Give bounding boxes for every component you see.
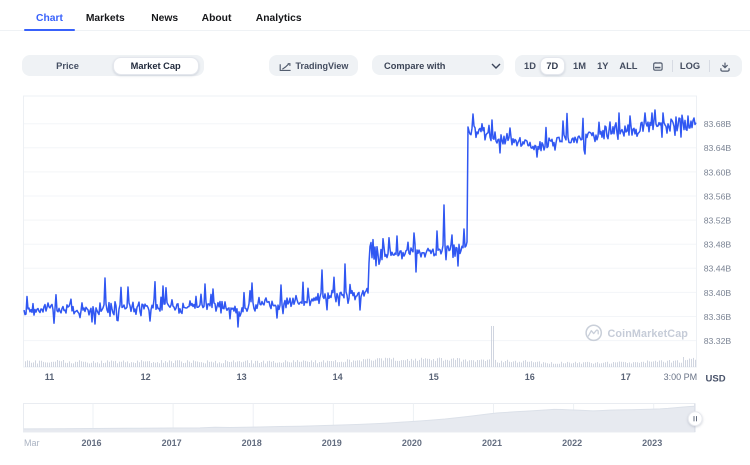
svg-text:Mar: Mar — [24, 438, 40, 448]
svg-text:2017: 2017 — [162, 438, 182, 448]
svg-text:3:00 PM: 3:00 PM — [664, 372, 698, 382]
svg-text:83.60B: 83.60B — [704, 167, 732, 177]
svg-text:12: 12 — [141, 372, 151, 382]
svg-text:11: 11 — [45, 372, 55, 382]
svg-text:13: 13 — [237, 372, 247, 382]
svg-text:83.56B: 83.56B — [704, 191, 732, 201]
svg-text:2019: 2019 — [322, 438, 342, 448]
svg-text:USD: USD — [706, 374, 726, 385]
svg-text:2022: 2022 — [562, 438, 582, 448]
svg-text:CoinMarketCap: CoinMarketCap — [608, 328, 689, 340]
svg-text:83.32B: 83.32B — [704, 336, 732, 346]
svg-text:2016: 2016 — [81, 438, 101, 448]
svg-text:2021: 2021 — [482, 438, 502, 448]
svg-text:2020: 2020 — [402, 438, 422, 448]
svg-text:83.44B: 83.44B — [704, 264, 732, 274]
svg-text:83.64B: 83.64B — [704, 143, 732, 153]
svg-text:83.68B: 83.68B — [704, 119, 732, 129]
svg-text:15: 15 — [429, 372, 439, 382]
svg-text:16: 16 — [525, 372, 535, 382]
svg-text:83.48B: 83.48B — [704, 240, 732, 250]
svg-text:14: 14 — [333, 372, 343, 382]
svg-text:2018: 2018 — [242, 438, 262, 448]
svg-text:83.36B: 83.36B — [704, 312, 732, 322]
svg-text:17: 17 — [621, 372, 631, 382]
svg-text:83.40B: 83.40B — [704, 288, 732, 298]
svg-text:2023: 2023 — [642, 438, 662, 448]
svg-text:83.52B: 83.52B — [704, 216, 732, 226]
